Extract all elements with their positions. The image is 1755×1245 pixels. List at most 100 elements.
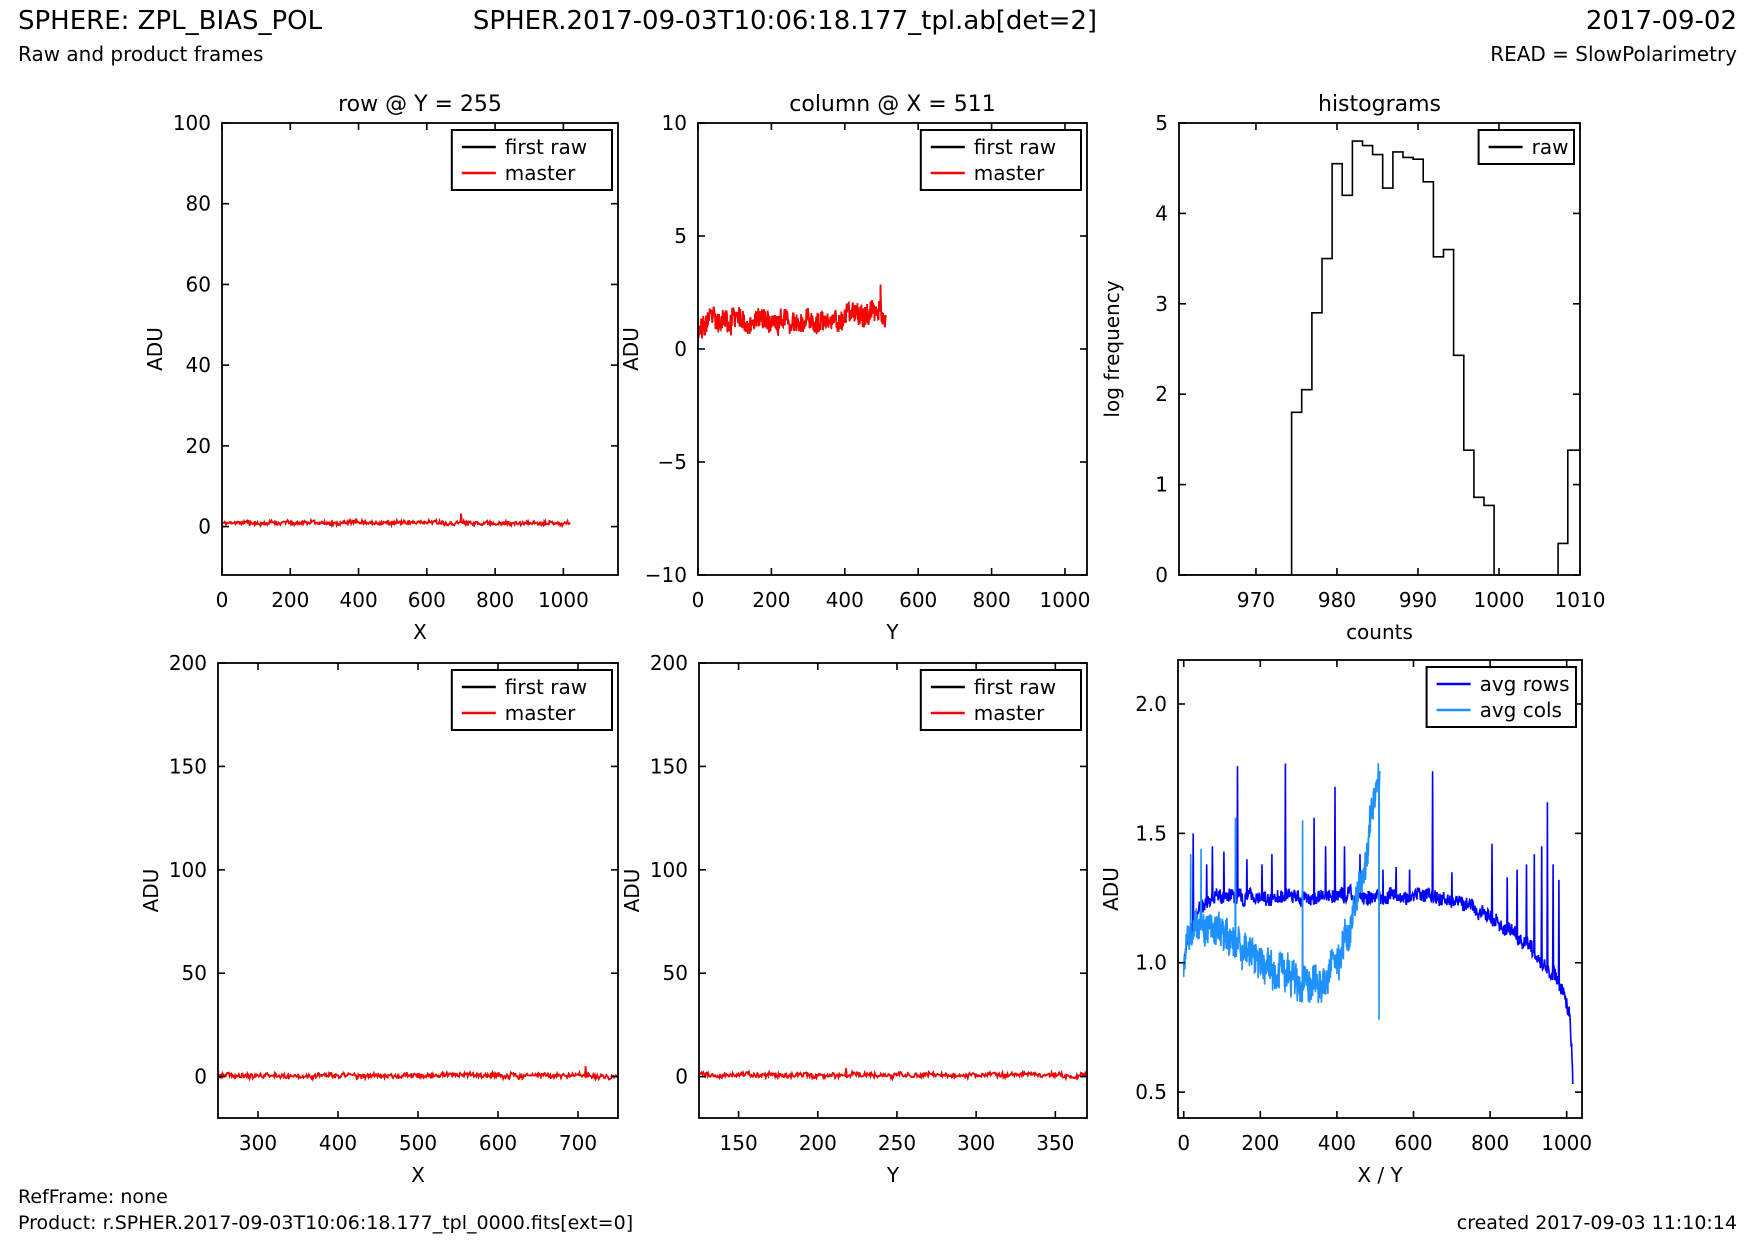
x-tick-label: 0 bbox=[216, 588, 229, 612]
plot-frame bbox=[1177, 659, 1583, 1119]
x-tick-label: 1000 bbox=[1541, 1131, 1592, 1155]
plot-title: column @ X = 511 bbox=[789, 92, 995, 117]
x-tick-label: 970 bbox=[1237, 588, 1275, 612]
y-tick-label: 100 bbox=[173, 111, 211, 135]
y-tick-label: 20 bbox=[186, 434, 211, 458]
plot-column-cut: 0 200 400 600 800 1000 −10 −5 0 5 10 column @ X = 5… bbox=[619, 92, 1090, 644]
tick-marks bbox=[1178, 660, 1582, 1118]
x-tick-label: 1000 bbox=[538, 588, 589, 612]
plot-column-cut-zoom: 150 200 250 300 350 0 50 100 150 200 Y ADU first raw… bbox=[620, 651, 1088, 1187]
report-subtitle: Raw and product frames bbox=[18, 42, 264, 66]
plot-frame bbox=[1178, 122, 1581, 576]
y-tick-label: 150 bbox=[169, 754, 207, 778]
series-layer bbox=[218, 1066, 618, 1082]
tick-marks bbox=[699, 662, 1087, 1118]
created-timestamp: created 2017-09-03 11:10:14 bbox=[1456, 1212, 1737, 1234]
y-tick-label: 1 bbox=[1155, 473, 1168, 497]
x-tick-label: 1000 bbox=[1040, 588, 1091, 612]
x-axis-label: X bbox=[411, 1163, 425, 1187]
y-axis-label: ADU bbox=[1099, 867, 1123, 911]
x-tick-label: 990 bbox=[1399, 588, 1437, 612]
x-tick-label: 400 bbox=[319, 1131, 357, 1155]
legend-label: first raw bbox=[505, 675, 587, 699]
x-axis-label: Y bbox=[886, 1163, 900, 1187]
legend-label: master bbox=[974, 701, 1045, 725]
x-tick-label: 600 bbox=[1394, 1131, 1432, 1155]
y-tick-label: 5 bbox=[1155, 111, 1168, 135]
legend-label: first raw bbox=[974, 135, 1056, 159]
legend: raw bbox=[1477, 129, 1575, 165]
y-tick-label: 50 bbox=[182, 961, 207, 985]
refframe-label: RefFrame: none bbox=[18, 1186, 168, 1208]
tick-marks bbox=[218, 662, 618, 1118]
y-tick-label: 80 bbox=[186, 192, 211, 216]
x-axis-label: counts bbox=[1346, 620, 1413, 644]
y-tick-label: 4 bbox=[1155, 201, 1168, 225]
x-axis-label: X bbox=[413, 620, 427, 644]
x-tick-label: 150 bbox=[720, 1131, 758, 1155]
y-tick-label: 0 bbox=[1155, 563, 1168, 587]
plot-title: row @ Y = 255 bbox=[338, 92, 502, 117]
x-tick-label: 500 bbox=[399, 1131, 437, 1155]
y-tick-label: 100 bbox=[169, 858, 207, 882]
x-tick-label: 700 bbox=[559, 1131, 597, 1155]
y-tick-label: 1.0 bbox=[1135, 951, 1167, 975]
series-master bbox=[698, 284, 887, 339]
series-raw bbox=[1179, 140, 1580, 575]
y-axis-label: ADU bbox=[620, 869, 644, 913]
x-tick-label: 250 bbox=[878, 1131, 916, 1155]
x-tick-label: 1010 bbox=[1555, 588, 1606, 612]
x-tick-label: 350 bbox=[1036, 1131, 1074, 1155]
plot-histograms: 970 980 990 1000 1010 0 1 2 3 4 5 histograms counts l… bbox=[1100, 92, 1605, 644]
y-tick-label: 3 bbox=[1155, 292, 1168, 316]
series-master bbox=[218, 1066, 618, 1082]
x-tick-label: 0 bbox=[1177, 1131, 1190, 1155]
series-layer bbox=[222, 513, 571, 529]
x-tick-label: 400 bbox=[826, 588, 864, 612]
plot-frame bbox=[698, 662, 1088, 1119]
plot-averages: 0 200 400 600 800 1000 0.5 1.0 1.5 2.0 X / Y ADU avg… bbox=[1099, 659, 1592, 1187]
y-axis-label: ADU bbox=[619, 327, 643, 371]
x-tick-label: 200 bbox=[752, 588, 790, 612]
x-tick-label: 800 bbox=[973, 588, 1011, 612]
y-tick-label: −5 bbox=[658, 450, 687, 474]
y-tick-label: 0.5 bbox=[1135, 1080, 1167, 1104]
series-layer bbox=[699, 1068, 1087, 1082]
plot-frame bbox=[217, 662, 619, 1119]
y-axis-label: ADU bbox=[143, 327, 167, 371]
series-layer bbox=[1179, 140, 1580, 575]
y-tick-label: 0 bbox=[194, 1065, 207, 1089]
tick-marks bbox=[221, 122, 618, 575]
x-axis-label: X / Y bbox=[1357, 1163, 1403, 1187]
legend-label: avg rows bbox=[1480, 672, 1570, 696]
y-tick-label: −10 bbox=[645, 563, 687, 587]
y-tick-label: 50 bbox=[663, 961, 688, 985]
product-label: Product: r.SPHER.2017-09-03T10:06:18.177… bbox=[18, 1212, 634, 1234]
x-tick-label: 200 bbox=[271, 588, 309, 612]
plot-row-cut: 0 200 400 600 800 1000 0 20 40 60 80 100 row @ Y = 2… bbox=[143, 92, 619, 644]
legend-label: master bbox=[505, 161, 576, 185]
y-tick-label: 60 bbox=[186, 272, 211, 296]
x-tick-label: 980 bbox=[1318, 588, 1356, 612]
y-tick-label: 1.5 bbox=[1135, 821, 1167, 845]
y-tick-label: 0 bbox=[198, 515, 211, 539]
x-tick-label: 0 bbox=[692, 588, 705, 612]
y-tick-label: 2.0 bbox=[1135, 692, 1167, 716]
y-tick-label: 150 bbox=[650, 754, 688, 778]
y-tick-label: 100 bbox=[650, 858, 688, 882]
y-tick-label: 10 bbox=[662, 111, 687, 135]
series-master bbox=[222, 513, 571, 529]
y-tick-label: 2 bbox=[1155, 382, 1168, 406]
series-layer bbox=[698, 284, 887, 339]
report-date: 2017-09-02 bbox=[1585, 6, 1737, 36]
x-tick-label: 400 bbox=[340, 588, 378, 612]
y-axis-label: log frequency bbox=[1100, 280, 1124, 417]
x-axis-label: Y bbox=[885, 620, 899, 644]
legend-label: first raw bbox=[974, 675, 1056, 699]
